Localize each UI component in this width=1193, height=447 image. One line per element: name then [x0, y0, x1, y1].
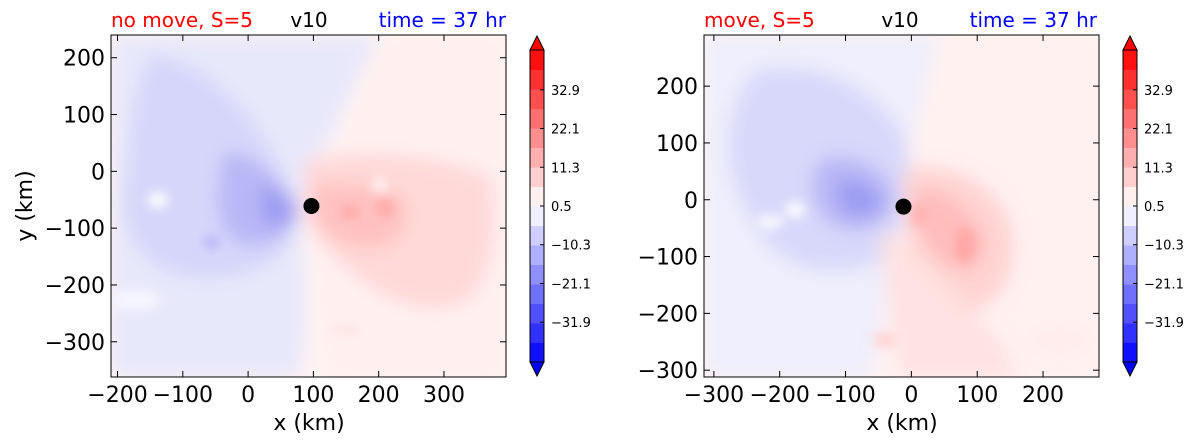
- colorbar-band: [530, 89, 544, 109]
- field-plot-no-move: [111, 35, 506, 377]
- y-tick-label: 200: [63, 47, 105, 72]
- colorbar-tick-label: 11.3: [551, 161, 580, 176]
- x-tick-label: 300: [423, 383, 465, 408]
- colorbar-band: [1123, 323, 1137, 343]
- colorbar-band: [530, 186, 544, 207]
- colorbar-extend-min: [1122, 361, 1138, 378]
- colorbar-band: [530, 245, 544, 265]
- y-tick-label: 100: [63, 104, 105, 129]
- y-tick-label: −300: [45, 331, 105, 356]
- y-tick-label: 100: [656, 132, 698, 157]
- x-axis-label: x (km): [866, 411, 937, 436]
- y-tick-label: −200: [638, 302, 698, 327]
- panel-title-center: v10: [881, 8, 918, 32]
- colorbar-band: [530, 342, 544, 363]
- x-tick-label: −200: [87, 383, 147, 408]
- colorbar-tick-label: 0.5: [551, 200, 572, 215]
- panel-title-right: time = 37 hr: [379, 8, 507, 32]
- colorbar-band: [530, 50, 544, 70]
- colorbar-band: [1123, 147, 1137, 168]
- colorbar-band: [1123, 303, 1137, 324]
- colorbar-tick-label: 22.1: [551, 123, 580, 138]
- colorbar-band: [530, 303, 544, 324]
- y-ticks-no-move: −300 −200 −100 0 100 200: [45, 47, 506, 356]
- colorbar-band: [1123, 108, 1137, 129]
- colorbar-band: [1123, 69, 1137, 90]
- colorbar-band: [530, 147, 544, 168]
- colorbar-band: [1123, 264, 1137, 285]
- y-tick-label: 0: [684, 189, 698, 214]
- x-tick-label: 100: [292, 383, 334, 408]
- panel-title-left: no move, S=5: [111, 8, 253, 32]
- panel-title-center: v10: [290, 8, 327, 32]
- colorbar-tick-label: 0.5: [1144, 200, 1165, 215]
- x-tick-label: −100: [815, 383, 875, 408]
- y-tick-label: 200: [656, 75, 698, 100]
- colorbar-tick-label: −31.9: [1144, 316, 1184, 331]
- colorbar-band: [1123, 342, 1137, 363]
- colorbar-band: [530, 225, 544, 246]
- colorbar-tick-label: −21.1: [551, 277, 591, 292]
- colorbar-band: [530, 128, 544, 148]
- colorbar-tick-label: 22.1: [1144, 123, 1173, 138]
- storm-center-marker: [895, 198, 912, 215]
- colorbar-band: [530, 284, 544, 304]
- colorbar-band: [530, 69, 544, 90]
- panel-title-right: time = 37 hr: [970, 8, 1098, 32]
- x-tick-label: 200: [1022, 383, 1064, 408]
- colorbar-band: [530, 167, 544, 187]
- colorbar-band: [530, 108, 544, 129]
- colorbar-extend-max: [1122, 34, 1138, 51]
- colorbar-band: [1123, 128, 1137, 148]
- y-tick-label: 0: [91, 160, 105, 185]
- colorbar-band: [1123, 186, 1137, 207]
- colorbar-band: [1123, 225, 1137, 246]
- colorbar-no-move: −31.9 −21.1 −10.3 0.5 11.3 22.1 32.9: [529, 34, 591, 378]
- colorbar-tick-label: −31.9: [551, 316, 591, 331]
- y-tick-label: −300: [638, 359, 698, 384]
- storm-center-marker: [303, 198, 320, 214]
- colorbar-tick-label: 32.9: [551, 84, 580, 99]
- axes-frame-no-move: [110, 34, 507, 378]
- colorbar-tick-label: −21.1: [1144, 277, 1184, 292]
- colorbar-band: [1123, 50, 1137, 70]
- y-ticks-move: −300 −200 −100 0 100 200: [638, 75, 1099, 384]
- colorbar-extend-min: [529, 361, 545, 378]
- colorbar-move: −31.9 −21.1 −10.3 0.5 11.3 22.1 32.9: [1122, 34, 1184, 378]
- y-axis-label: y (km): [13, 170, 38, 241]
- colorbar-tick-label: 11.3: [1144, 161, 1173, 176]
- colorbar-extend-max: [529, 34, 545, 51]
- colorbar-band: [530, 206, 544, 226]
- x-tick-label: 0: [904, 383, 918, 408]
- x-tick-label: 200: [358, 383, 400, 408]
- y-tick-label: −100: [45, 217, 105, 242]
- x-tick-label: 0: [241, 383, 255, 408]
- y-tick-label: −200: [45, 274, 105, 299]
- panel-move: −300 −200 −100 0 100 200 −300−200−1000100200 …: [638, 8, 1184, 436]
- colorbar-tick-label: −10.3: [1144, 239, 1184, 254]
- colorbar-band: [530, 323, 544, 343]
- x-ticks-no-move: −200 −100 0 100 200 300: [87, 35, 465, 408]
- x-tick-label: 100: [956, 383, 998, 408]
- panel-title-left: move, S=5: [704, 8, 815, 32]
- x-tick-label: −100: [153, 383, 213, 408]
- field-plot-move: [704, 35, 1099, 377]
- colorbar-band: [1123, 206, 1137, 226]
- colorbar-band: [1123, 284, 1137, 304]
- x-tick-label: −200: [749, 383, 809, 408]
- colorbar-band: [1123, 167, 1137, 187]
- colorbar-band: [1123, 89, 1137, 109]
- axes-frame-move: [703, 34, 1100, 378]
- colorbar-tick-label: 32.9: [1144, 84, 1173, 99]
- x-ticks-move: −300 −200 −100 0 100 200: [684, 35, 1064, 408]
- x-axis-label: x (km): [273, 411, 344, 436]
- x-tick-label: −300: [684, 383, 744, 408]
- colorbar-tick-label: −10.3: [551, 239, 591, 254]
- colorbar-band: [1123, 245, 1137, 265]
- colorbar-band: [530, 264, 544, 285]
- y-tick-label: −100: [638, 246, 698, 271]
